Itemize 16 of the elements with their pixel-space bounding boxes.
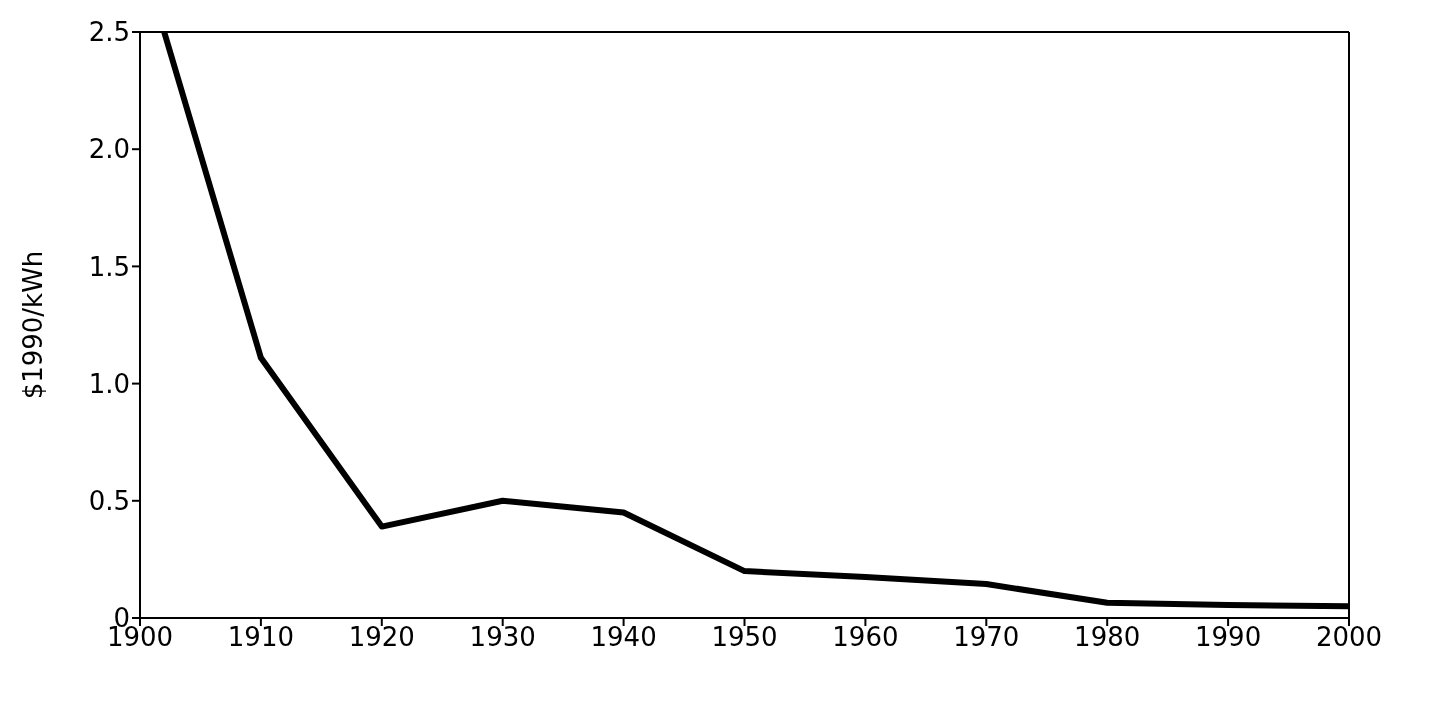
y-tick-label: 0.5	[88, 486, 130, 517]
x-tick-label: 1950	[711, 622, 778, 653]
y-tick-label: 1.5	[88, 251, 130, 282]
x-tick-label: 1960	[832, 622, 899, 653]
x-tick-label: 2000	[1315, 622, 1383, 653]
x-tick-label: 1930	[469, 622, 536, 653]
y-tick-label: 1.0	[88, 368, 130, 399]
x-tick-label: 1980	[1074, 622, 1141, 653]
x-tick-label: 1920	[348, 622, 415, 653]
x-tick-label: 1940	[590, 622, 657, 653]
x-tick-label: 1970	[953, 622, 1020, 653]
x-tick-label: 1910	[227, 622, 294, 653]
y-tick-label: 2.0	[88, 134, 130, 165]
y-axis-title: $1990/kWh	[18, 250, 49, 400]
y-tick-label: 2.5	[88, 17, 130, 48]
x-tick-label: 1990	[1195, 622, 1262, 653]
